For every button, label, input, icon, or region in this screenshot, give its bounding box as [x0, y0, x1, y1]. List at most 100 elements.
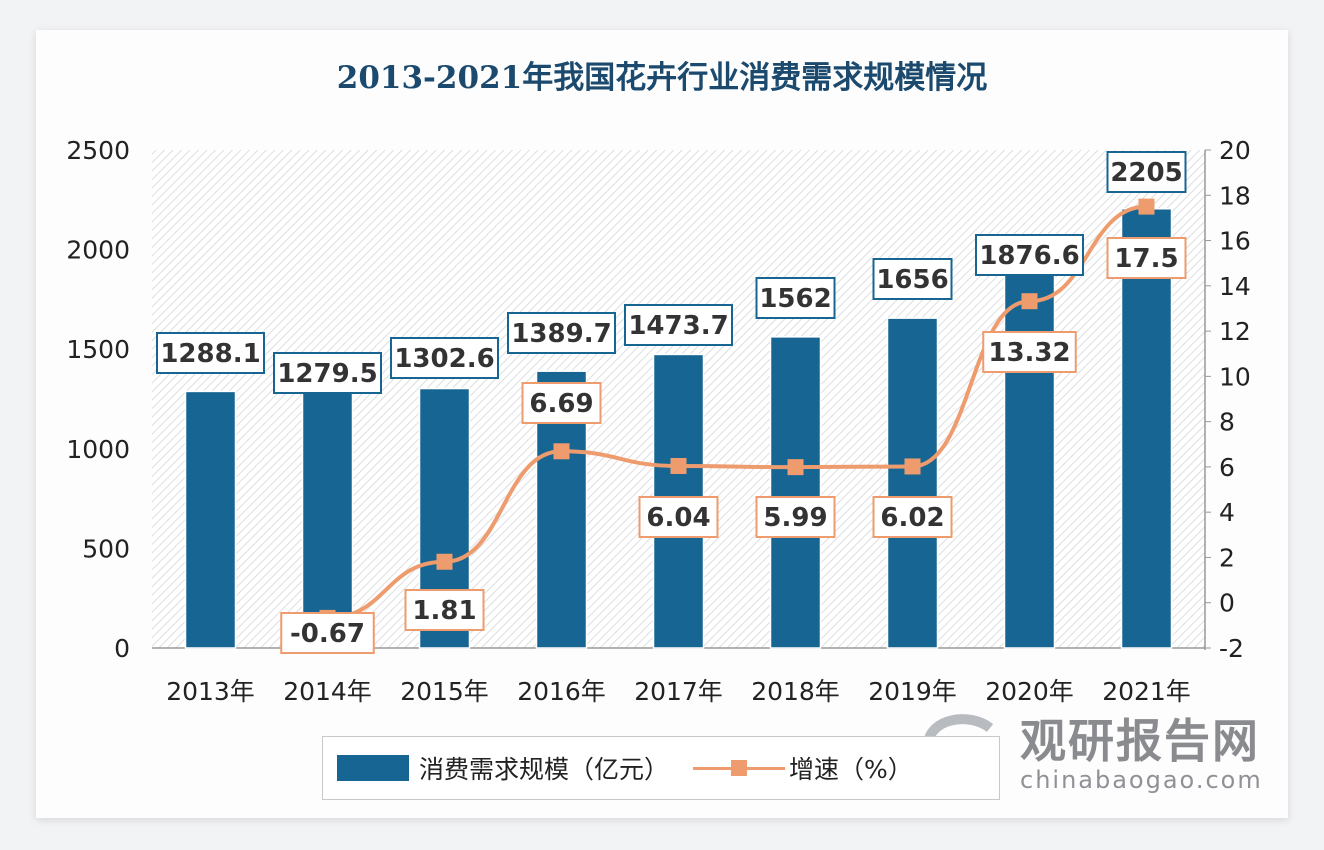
legend-line-label: 增速（%） — [789, 755, 913, 784]
line-data-label: -0.67 — [280, 612, 375, 654]
bar-data-label: 1656 — [872, 258, 953, 300]
legend: 消费需求规模（亿元） 增速（%） — [322, 736, 1000, 800]
chart-title: 2013-2021年我国花卉行业消费需求规模情况 — [336, 60, 988, 96]
line-marker — [436, 553, 453, 570]
bar-data-label-box — [624, 304, 733, 346]
x-tick-label: 2013年 — [166, 677, 255, 706]
bar-data-label-box — [1106, 151, 1187, 193]
bar-data-label-text: 1302.6 — [394, 344, 494, 374]
watermark-cn: 观研报告网 — [1020, 714, 1260, 768]
bar-data-label-text: 1656 — [876, 265, 948, 295]
bar-data-label-text: 1288.1 — [160, 339, 260, 369]
line-marker — [904, 458, 921, 475]
bar — [886, 317, 939, 649]
bar — [301, 392, 354, 649]
legend-bar-label: 消费需求规模（亿元） — [419, 755, 670, 784]
right-tick-label: 6 — [1219, 453, 1235, 482]
bar-data-label: 1288.1 — [156, 332, 265, 374]
line-data-label-box — [280, 612, 375, 654]
right-tick-label: 20 — [1219, 136, 1251, 165]
x-tick-label: 2019年 — [868, 677, 957, 706]
left-tick-label: 1500 — [66, 335, 130, 364]
legend-bar-swatch — [337, 755, 409, 781]
left-tick-label: 0 — [114, 634, 130, 663]
bar-data-label-text: 1473.7 — [628, 311, 728, 341]
bar-data-label: 1302.6 — [390, 337, 499, 379]
bar-data-label-text: 1562 — [759, 284, 831, 314]
bar-data-label: 1279.5 — [273, 352, 382, 394]
line-marker — [553, 443, 570, 460]
line-data-label-text: 13.32 — [988, 338, 1070, 368]
bar-data-label-text: 1389.7 — [511, 319, 611, 349]
left-tick-label: 500 — [82, 534, 130, 563]
bar-data-label: 1876.6 — [975, 234, 1084, 276]
line-data-label-text: 17.5 — [1114, 244, 1178, 274]
bar — [1120, 208, 1173, 649]
line-data-label-text: -0.67 — [290, 619, 365, 649]
x-tick-label: 2017年 — [634, 677, 723, 706]
bar-data-label: 1389.7 — [507, 312, 616, 354]
right-tick-label: 18 — [1219, 181, 1251, 210]
right-tick-label: 12 — [1219, 317, 1251, 346]
line-data-label-box — [872, 496, 953, 538]
line-data-label-text: 5.99 — [763, 503, 827, 533]
line-data-label: 6.04 — [638, 496, 719, 538]
bar-data-label-text: 1876.6 — [979, 241, 1079, 271]
bar-data-label-box — [156, 332, 265, 374]
bar-data-label: 1473.7 — [624, 304, 733, 346]
x-tick-label: 2018年 — [751, 677, 840, 706]
line-marker — [787, 459, 804, 476]
x-tick-label: 2016年 — [517, 677, 606, 706]
watermark-en: chinabaogao.com — [1020, 766, 1263, 794]
line-data-label: 13.32 — [982, 331, 1077, 373]
line-marker — [1138, 198, 1155, 215]
line-data-label: 6.69 — [521, 382, 602, 424]
bar-data-label-box — [872, 258, 953, 300]
left-tick-label: 1000 — [66, 435, 130, 464]
bar-data-label: 2205 — [1106, 151, 1187, 193]
line-marker — [670, 458, 687, 475]
bar — [184, 390, 237, 649]
line-data-label-box — [1106, 237, 1187, 279]
x-tick-label: 2014年 — [283, 677, 372, 706]
left-tick-label: 2000 — [66, 236, 130, 265]
legend-line-swatch — [693, 755, 786, 781]
x-tick-label: 2020年 — [985, 677, 1074, 706]
right-tick-label: 0 — [1219, 589, 1235, 618]
line-marker — [1021, 293, 1038, 310]
bar-data-label-box — [507, 312, 616, 354]
right-tick-label: 10 — [1219, 362, 1251, 391]
line-data-label-box — [521, 382, 602, 424]
line-data-label-box — [404, 589, 485, 631]
right-tick-label: 4 — [1219, 498, 1235, 527]
line-data-label-box — [982, 331, 1077, 373]
right-tick-label: 16 — [1219, 227, 1251, 256]
bar-data-label-box — [975, 234, 1084, 276]
bar-data-label-text: 2205 — [1110, 158, 1182, 188]
line-data-label-text: 6.69 — [529, 389, 593, 419]
line-data-label: 5.99 — [755, 496, 836, 538]
line-data-label: 6.02 — [872, 496, 953, 538]
x-tick-label: 2015年 — [400, 677, 489, 706]
bar-data-label: 1562 — [755, 277, 836, 319]
line-data-label: 1.81 — [404, 589, 485, 631]
line-data-label-box — [638, 496, 719, 538]
line-data-label-box — [755, 496, 836, 538]
bar-data-label-text: 1279.5 — [277, 359, 377, 389]
right-tick-label: 14 — [1219, 272, 1251, 301]
right-tick-label: -2 — [1219, 634, 1244, 663]
right-tick-label: 2 — [1219, 543, 1235, 572]
right-tick-label: 8 — [1219, 408, 1235, 437]
line-data-label-text: 6.04 — [646, 503, 710, 533]
bar-data-label-box — [390, 337, 499, 379]
bar — [769, 336, 822, 649]
line-data-label: 17.5 — [1106, 237, 1187, 279]
bar-data-label-box — [273, 352, 382, 394]
bar-data-label-box — [755, 277, 836, 319]
x-tick-label: 2021年 — [1102, 677, 1191, 706]
watermark: 观研报告网 chinabaogao.com — [1020, 716, 1263, 794]
line-data-label-text: 6.02 — [880, 503, 944, 533]
bar — [1003, 273, 1056, 649]
line-data-label-text: 1.81 — [412, 596, 476, 626]
